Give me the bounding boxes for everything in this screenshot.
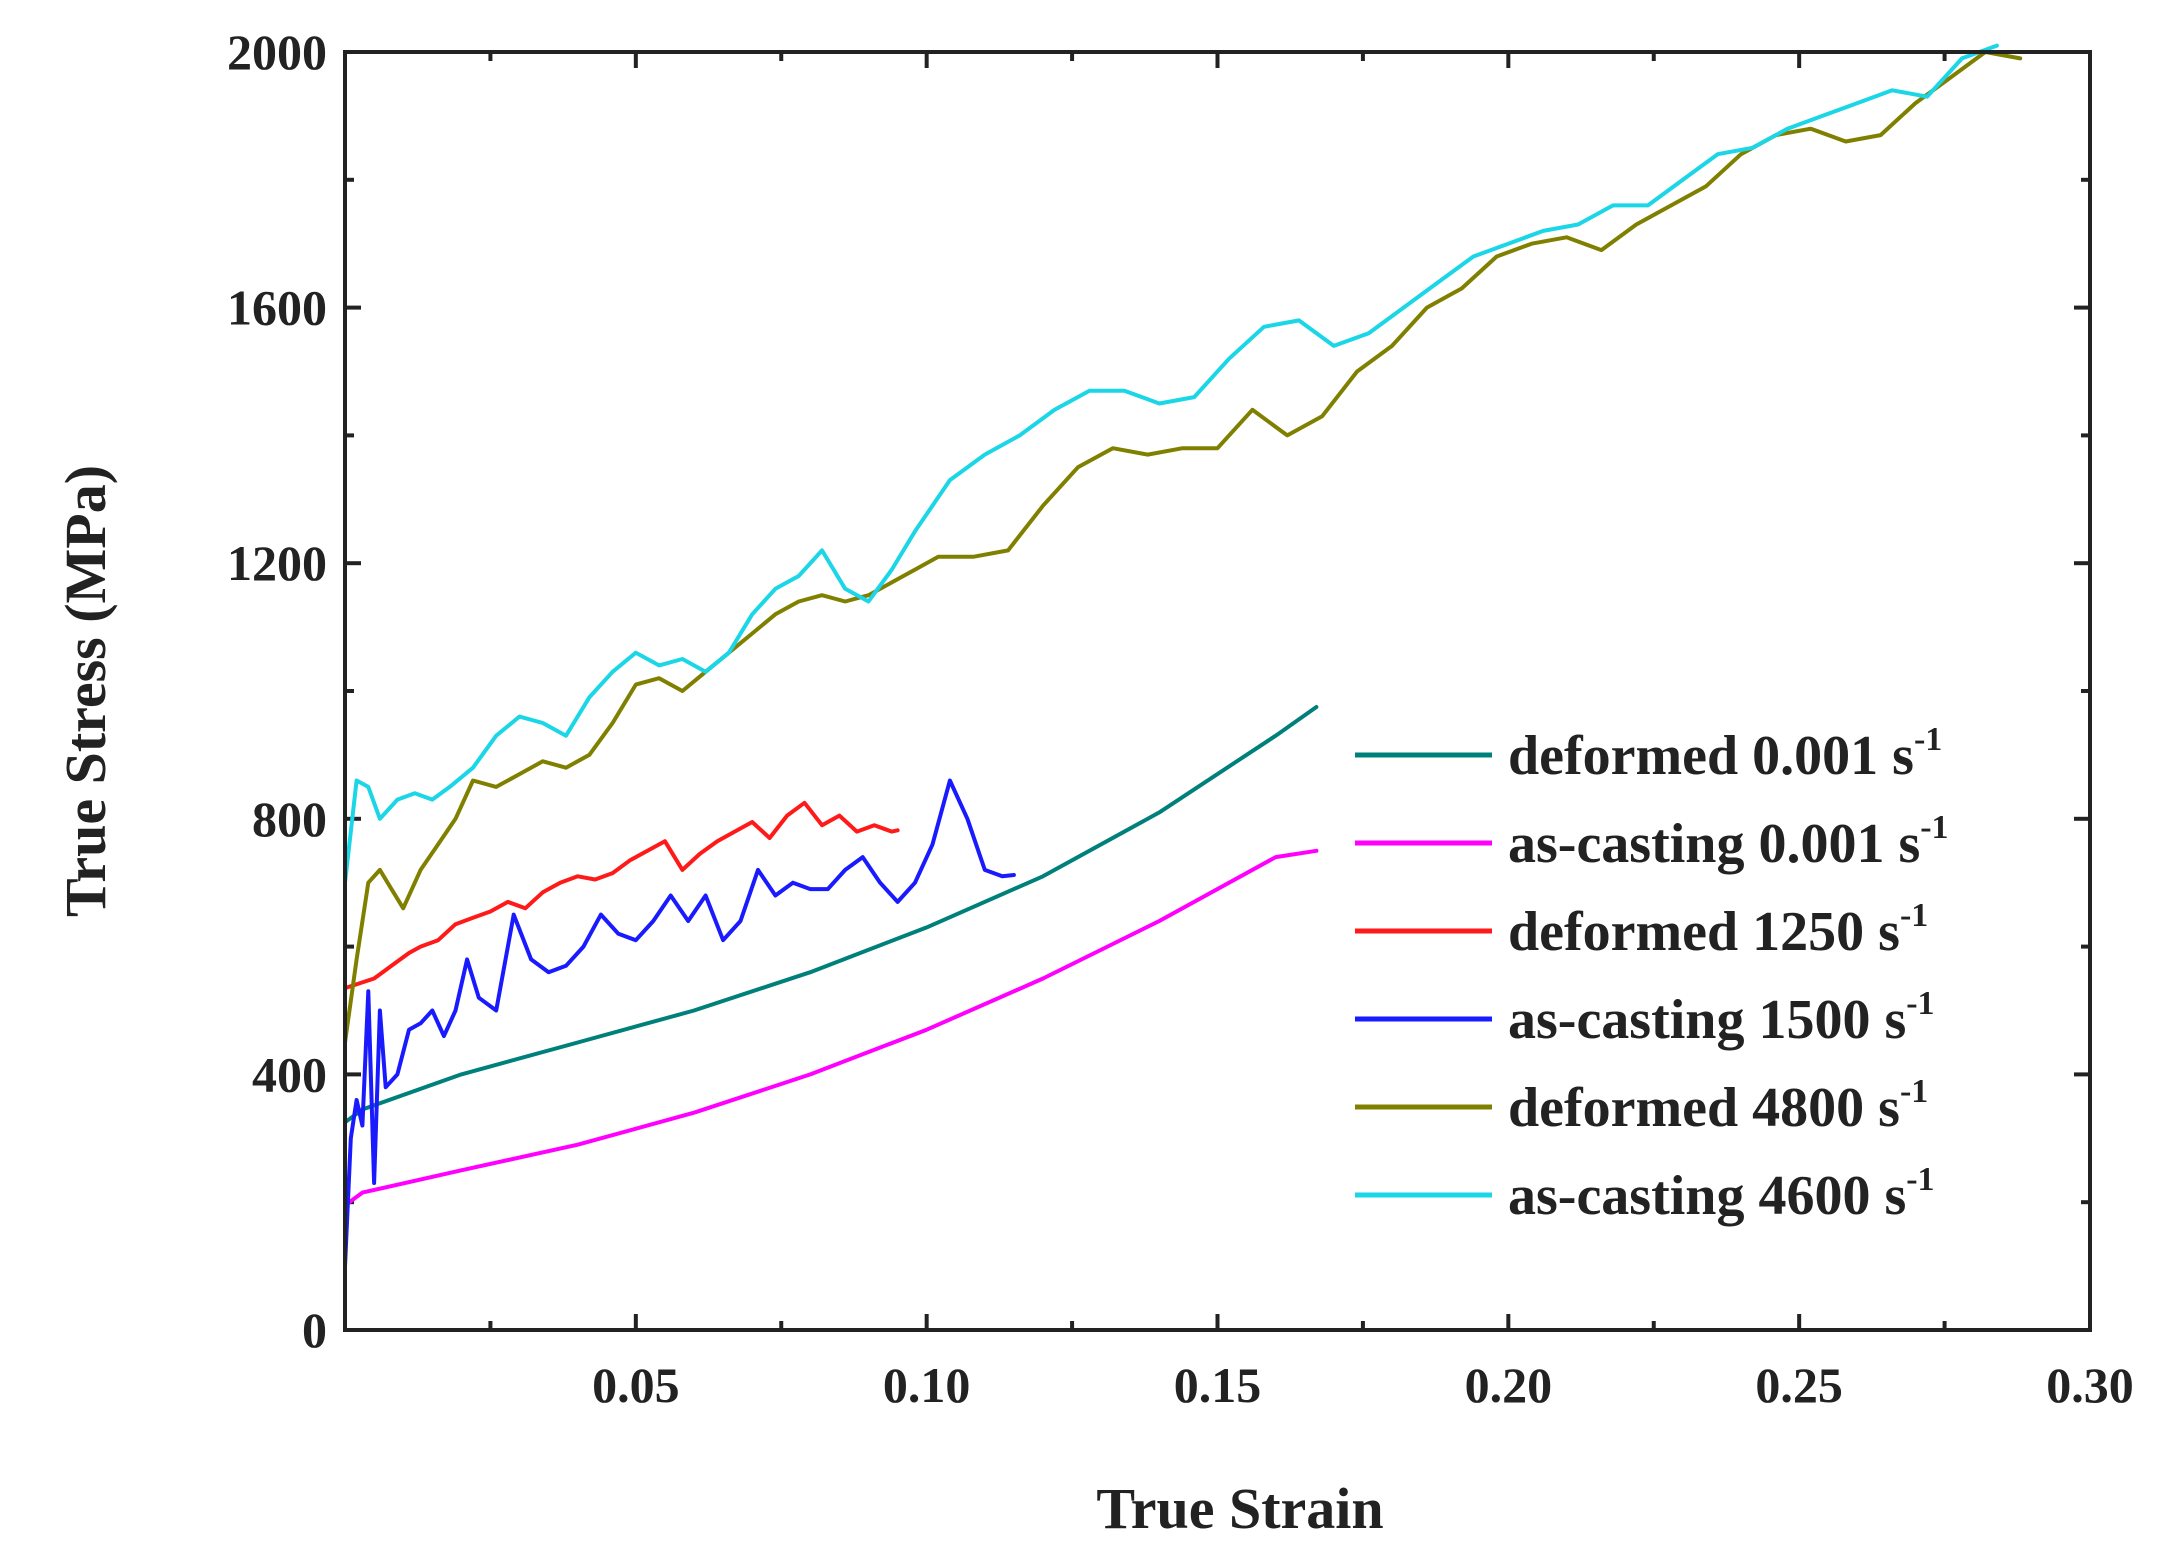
series-line-2	[343, 848, 1319, 1208]
x-tick-label: 0.15	[1174, 1357, 1262, 1413]
series-line-3	[343, 800, 900, 991]
y-tick-label: 400	[252, 1046, 327, 1102]
x-tick-label: 0.05	[592, 1357, 680, 1413]
y-tick-label: 2000	[227, 24, 327, 80]
legend-label: as-casting 1500 s-1	[1508, 985, 1935, 1051]
x-tick-label: 0.10	[883, 1357, 971, 1413]
series-line-1	[343, 705, 1319, 1125]
y-tick-label: 0	[302, 1302, 327, 1358]
series-line-5	[343, 50, 2023, 1045]
y-tick-label: 1200	[227, 535, 327, 591]
legend: deformed 0.001 s-1 as-casting 0.001 s-1 de…	[1355, 721, 1949, 1227]
tick-labels-layer: 0 400 800 1200 1600 2000 0.05 0.10 0.15 0.20 0.25 0…	[227, 24, 2134, 1413]
legend-label: deformed 0.001 s-1	[1508, 721, 1942, 787]
y-tick-label: 1600	[227, 280, 327, 336]
legend-label: as-casting 0.001 s-1	[1508, 809, 1949, 875]
legend-label: deformed 4800 s-1	[1508, 1073, 1928, 1139]
series-layer	[343, 43, 2023, 1269]
x-tick-label: 0.25	[1755, 1357, 1843, 1413]
plot-frame	[343, 50, 2092, 1332]
x-tick-label: 0.20	[1465, 1357, 1553, 1413]
series-line-4	[343, 778, 1016, 1269]
y-tick-label: 800	[252, 791, 327, 847]
y-axis-title: True Stress (MPa)	[53, 465, 118, 917]
legend-label: as-casting 4600 s-1	[1508, 1161, 1935, 1227]
x-axis-title: True Strain	[1096, 1476, 1383, 1541]
x-tick-label: 0.30	[2046, 1357, 2134, 1413]
legend-label: deformed 1250 s-1	[1508, 897, 1928, 963]
series-line-6	[343, 43, 1999, 885]
